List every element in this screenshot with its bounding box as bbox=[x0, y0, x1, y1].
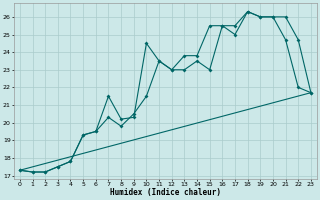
X-axis label: Humidex (Indice chaleur): Humidex (Indice chaleur) bbox=[110, 188, 221, 197]
